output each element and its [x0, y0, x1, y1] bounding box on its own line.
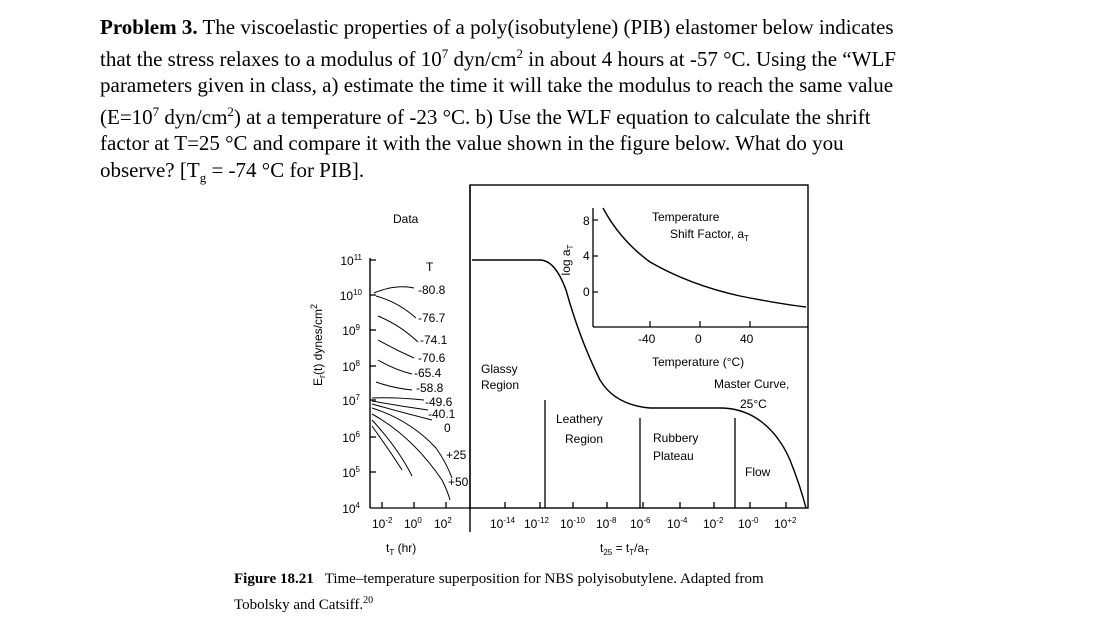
problem-exp-1: 7: [441, 45, 449, 61]
problem-line-1: Problem 3. The viscoelastic properties o…: [100, 14, 1100, 41]
temp-label: -80.8: [418, 283, 446, 297]
problem-exp-2: 2: [516, 45, 524, 61]
problem-line-3: parameters given in class, a) estimate t…: [100, 73, 894, 98]
problem-text-2c: in about 4 hours at -57 °C. Using the “W…: [523, 46, 896, 71]
y-tick-label: 108: [342, 359, 360, 374]
data-curves: [371, 286, 453, 501]
y-tick-label: 106: [342, 430, 360, 445]
temp-label: -76.7: [418, 311, 446, 325]
problem-line-5: factor at T=25 °C and compare it with th…: [100, 131, 844, 156]
problem-statement: Problem 3. The viscoelastic properties o…: [100, 14, 1100, 192]
caption-line-2: Tobolsky and Catsiff.20: [234, 590, 1094, 616]
right-x-tick-label: 10-8: [596, 516, 617, 531]
y-axis-label: Er(t) dynes/cm2: [309, 304, 327, 386]
inset-y-tick-label: 4: [583, 249, 590, 263]
right-x-tick-labels: 10-14 10-12 10-10 10-8 10-6 10-4 10-2 10…: [490, 516, 797, 531]
left-x-tick-marks: [381, 502, 447, 508]
figure-caption: Figure 18.21 Time–temperature superposit…: [234, 569, 1094, 616]
problem-sub-g: g: [199, 170, 207, 186]
temp-label: -74.1: [420, 333, 448, 347]
temperature-labels: -80.8 -76.7 -74.1 -70.6 -65.4 -58.8 -49.…: [414, 283, 469, 489]
problem-text-4b: dyn/cm: [159, 104, 228, 129]
right-x-tick-label: 10-0: [738, 516, 759, 531]
inset-y-tick-label: 0: [583, 285, 590, 299]
temp-label: -49.6: [425, 395, 453, 409]
rubbery-plateau-label-1: Rubbery: [653, 431, 698, 445]
inset-x-axis-label: Temperature (°C): [652, 355, 744, 369]
caption-line-1: Figure 18.21 Time–temperature superposit…: [234, 569, 1094, 590]
temp-label: +50: [448, 475, 469, 489]
region-dividers: [544, 400, 736, 508]
inset-title-1: Temperature: [652, 210, 720, 224]
flow-region-label: Flow: [745, 465, 771, 479]
right-x-tick-label: 10-2: [703, 516, 724, 531]
right-x-tick-label: 10-14: [490, 516, 515, 531]
caption-text: Time–temperature superposition for NBS p…: [313, 571, 764, 587]
y-tick-label: 1011: [340, 253, 362, 268]
master-curve-label-2: 25°C: [740, 397, 767, 411]
inset-y-tick-label: 8: [583, 214, 590, 228]
right-x-tick-label: 10-12: [524, 516, 549, 531]
y-tick-label: 107: [342, 393, 360, 408]
caption-ref: 20: [363, 595, 374, 606]
glassy-region-label-2: Region: [481, 378, 519, 392]
inset-x-tick-label: -40: [638, 332, 656, 346]
right-x-tick-label: 10-10: [560, 516, 585, 531]
inset-y-axis-label: log aT: [559, 244, 575, 275]
right-x-tick-label: 10-4: [667, 516, 688, 531]
right-x-tick-label: 10+2: [774, 516, 797, 531]
temp-label: -40.1: [428, 407, 456, 421]
y-tick-label: 105: [342, 465, 360, 480]
problem-text-4a: (E=10: [100, 104, 153, 129]
problem-text-4c: ) at a temperature of -23 °C. b) Use the…: [233, 104, 871, 129]
temperature-header: T: [426, 260, 434, 274]
y-tick-label: 104: [342, 501, 360, 516]
rubbery-plateau-label-2: Plateau: [653, 449, 694, 463]
left-x-axis-label: tT (hr): [386, 541, 416, 557]
problem-exp-3: 7: [152, 103, 160, 119]
problem-label: Problem 3.: [100, 15, 198, 39]
problem-text-2a: that the stress relaxes to a modulus of …: [100, 46, 442, 71]
leathery-region-label-2: Region: [565, 432, 603, 446]
right-x-tick-marks: [504, 502, 787, 508]
right-x-axis-label: t25 = tT/aT: [600, 541, 649, 557]
left-x-tick-label: 10-2: [372, 516, 393, 531]
problem-text-1: The viscoelastic properties of a poly(is…: [197, 15, 894, 39]
y-tick-label: 109: [342, 323, 360, 338]
problem-exp-4: 2: [227, 103, 234, 119]
data-label: Data: [393, 212, 419, 226]
y-tick-label: 1010: [340, 288, 363, 303]
shift-factor-inset: 8 4 0 log aT -40 0 40 Temperature (°C) T…: [559, 207, 808, 369]
left-x-tick-label: 100: [404, 516, 422, 531]
y-tick-marks: [370, 259, 376, 473]
inset-x-tick-label: 0: [695, 332, 702, 346]
problem-text-6b: = -74 °C for PIB].: [206, 157, 365, 182]
leathery-region-label-1: Leathery: [556, 412, 603, 426]
y-tick-labels: 1011 1010 109 108 107 106 105 104: [340, 253, 363, 516]
temp-label: -58.8: [416, 381, 444, 395]
master-curve: [472, 259, 807, 509]
temp-label: +25: [446, 448, 467, 462]
inset-title-2: Shift Factor, aT: [670, 227, 749, 243]
problem-line-6: observe? [Tg = -74 °C for PIB].: [100, 157, 1100, 192]
problem-text-2b: dyn/cm: [448, 46, 517, 71]
left-x-tick-label: 102: [434, 516, 452, 531]
temp-label: 0: [444, 421, 451, 435]
inset-tick-marks: [593, 219, 751, 327]
caption-text-2: Tobolsky and Catsiff.: [234, 597, 364, 613]
shift-factor-curve: [602, 207, 807, 308]
master-plot-frame: [469, 184, 809, 509]
right-x-tick-label: 10-6: [630, 516, 651, 531]
left-x-tick-labels: 10-2 100 102: [372, 516, 452, 531]
master-curve-label-1: Master Curve,: [714, 377, 789, 391]
glassy-region-label-1: Glassy: [481, 362, 518, 376]
temp-label: -70.6: [418, 351, 446, 365]
problem-line-2: that the stress relaxes to a modulus of …: [100, 41, 1100, 73]
problem-line-4: (E=107 dyn/cm2) at a temperature of -23 …: [100, 99, 1100, 131]
inset-x-tick-label: 40: [740, 332, 754, 346]
temp-label: -65.4: [414, 366, 442, 380]
caption-label: Figure 18.21: [234, 571, 314, 587]
problem-text-6a: observe? [T: [100, 157, 200, 182]
